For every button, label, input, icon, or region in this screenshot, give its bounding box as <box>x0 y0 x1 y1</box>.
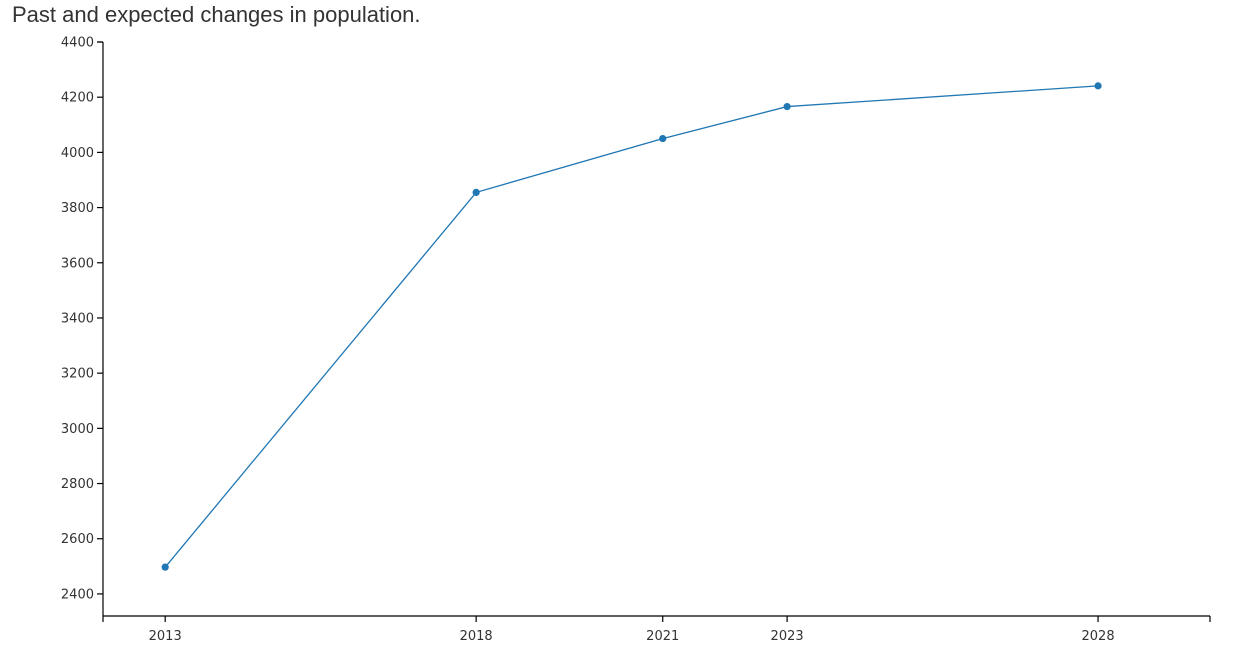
y-tick-label: 2400 <box>61 587 94 602</box>
y-tick-label: 3000 <box>61 422 94 437</box>
x-tick-label: 2028 <box>1082 629 1115 644</box>
y-tick-label: 4400 <box>61 36 94 51</box>
x-tick-label: 2018 <box>460 629 493 644</box>
chart-title: Past and expected changes in population. <box>12 2 421 27</box>
y-tick-label: 3800 <box>61 201 94 216</box>
y-tick-label: 3400 <box>61 311 94 326</box>
series-line <box>164 85 1099 568</box>
y-tick-label: 2600 <box>61 532 94 547</box>
x-tick-label: 2013 <box>149 629 182 644</box>
data-point[interactable] <box>472 188 480 196</box>
y-tick-label: 2800 <box>61 477 94 492</box>
y-tick-label: 4000 <box>61 146 94 161</box>
y-tick-label: 3200 <box>61 367 94 382</box>
x-tick-label: 2021 <box>646 629 679 644</box>
y-axis: 2400 2600 2800 3000 3200 3400 3600 3800 4000 4200… <box>61 36 104 616</box>
series-group <box>161 82 1102 571</box>
y-tick-label: 4200 <box>61 91 94 106</box>
data-point[interactable] <box>161 563 169 571</box>
data-point[interactable] <box>659 134 667 143</box>
data-point[interactable] <box>1094 82 1102 90</box>
y-tick-label: 3600 <box>61 256 94 271</box>
data-point[interactable] <box>783 102 791 111</box>
x-axis: 2013 2018 2021 2023 2028 <box>102 615 1211 644</box>
x-tick-label: 2023 <box>771 629 804 644</box>
